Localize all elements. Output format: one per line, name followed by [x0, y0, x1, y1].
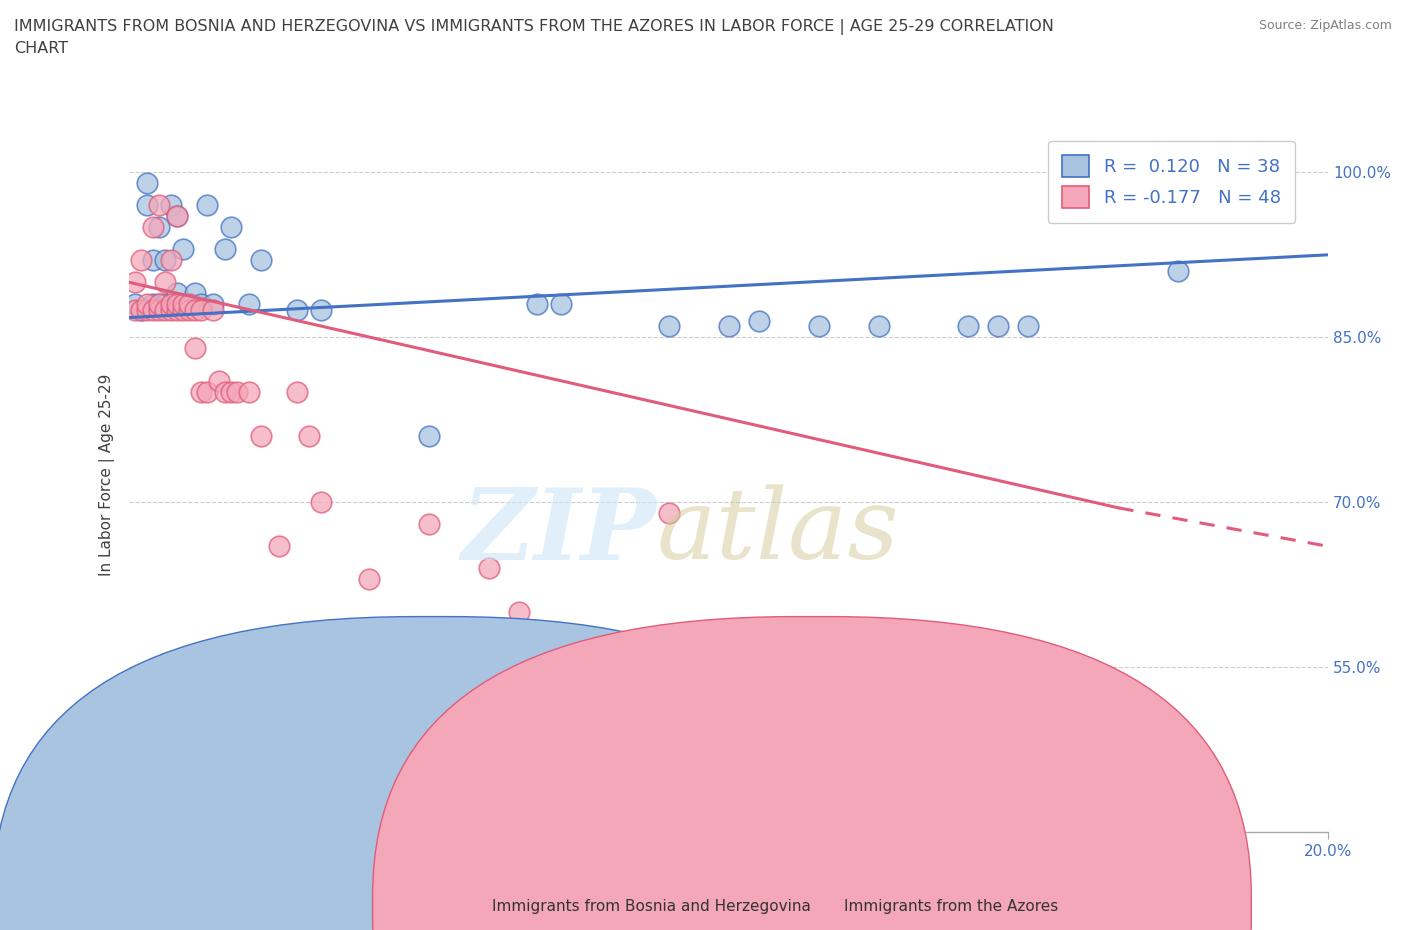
Point — [526, 297, 548, 312]
Point — [155, 302, 177, 317]
Point — [1167, 264, 1189, 279]
Point — [179, 297, 201, 312]
Legend: R =  0.120   N = 38, R = -0.177   N = 48: R = 0.120 N = 38, R = -0.177 N = 48 — [1047, 140, 1295, 222]
Point — [148, 198, 170, 213]
Point — [160, 302, 183, 317]
Point — [166, 209, 188, 224]
Point — [184, 302, 207, 317]
Point — [172, 297, 194, 312]
Point — [202, 297, 225, 312]
Point — [508, 604, 530, 619]
Point — [298, 429, 321, 444]
Point — [129, 302, 152, 317]
Point — [957, 319, 980, 334]
Point — [250, 429, 273, 444]
Point — [357, 572, 380, 587]
Point — [807, 319, 830, 334]
Point — [717, 319, 740, 334]
Point — [195, 385, 218, 400]
Point — [219, 385, 242, 400]
Point — [155, 297, 177, 312]
Point — [142, 302, 165, 317]
Point — [309, 302, 332, 317]
Point — [155, 275, 177, 290]
Point — [136, 297, 159, 312]
Point — [124, 275, 146, 290]
Point — [250, 253, 273, 268]
Point — [142, 297, 165, 312]
Point — [166, 209, 188, 224]
Point — [748, 313, 770, 328]
Point — [166, 302, 188, 317]
Point — [179, 297, 201, 312]
Point — [184, 286, 207, 300]
Point — [148, 297, 170, 312]
Point — [285, 302, 308, 317]
Point — [226, 385, 249, 400]
Point — [166, 286, 188, 300]
Point — [142, 253, 165, 268]
Point — [658, 319, 681, 334]
Point — [160, 198, 183, 213]
Point — [190, 297, 212, 312]
Point — [136, 302, 159, 317]
Point — [418, 429, 440, 444]
Point — [658, 506, 681, 521]
Point — [129, 253, 152, 268]
Point — [285, 385, 308, 400]
Point — [238, 385, 260, 400]
Point — [208, 374, 231, 389]
Point — [688, 627, 710, 642]
Point — [136, 176, 159, 191]
Text: atlas: atlas — [657, 485, 900, 579]
Point — [269, 538, 291, 553]
Point — [868, 319, 890, 334]
Point — [142, 219, 165, 234]
Point — [238, 297, 260, 312]
Point — [148, 297, 170, 312]
Point — [550, 297, 572, 312]
Y-axis label: In Labor Force | Age 25-29: In Labor Force | Age 25-29 — [100, 374, 115, 576]
Point — [172, 302, 194, 317]
Point — [987, 319, 1010, 334]
Point — [748, 803, 770, 817]
Point — [124, 302, 146, 317]
Text: Immigrants from the Azores: Immigrants from the Azores — [844, 899, 1057, 914]
Point — [148, 219, 170, 234]
Text: Source: ZipAtlas.com: Source: ZipAtlas.com — [1258, 19, 1392, 32]
Point — [190, 302, 212, 317]
Point — [129, 302, 152, 317]
Text: Immigrants from Bosnia and Herzegovina: Immigrants from Bosnia and Herzegovina — [492, 899, 811, 914]
Point — [136, 198, 159, 213]
Point — [166, 297, 188, 312]
Text: ZIP: ZIP — [461, 484, 657, 580]
Point — [214, 385, 236, 400]
Point — [190, 385, 212, 400]
Point — [184, 341, 207, 356]
Point — [172, 242, 194, 257]
Point — [160, 253, 183, 268]
Point — [478, 561, 501, 576]
Point — [202, 302, 225, 317]
Point — [155, 253, 177, 268]
Point — [124, 297, 146, 312]
Point — [195, 198, 218, 213]
Point — [717, 715, 740, 730]
Point — [748, 803, 770, 817]
Point — [148, 302, 170, 317]
Point — [418, 517, 440, 532]
Text: IMMIGRANTS FROM BOSNIA AND HERZEGOVINA VS IMMIGRANTS FROM THE AZORES IN LABOR FO: IMMIGRANTS FROM BOSNIA AND HERZEGOVINA V… — [14, 19, 1054, 56]
Point — [219, 219, 242, 234]
Point — [1017, 319, 1039, 334]
Point — [309, 495, 332, 510]
Point — [160, 297, 183, 312]
Point — [172, 297, 194, 312]
Point — [179, 302, 201, 317]
Point — [214, 242, 236, 257]
